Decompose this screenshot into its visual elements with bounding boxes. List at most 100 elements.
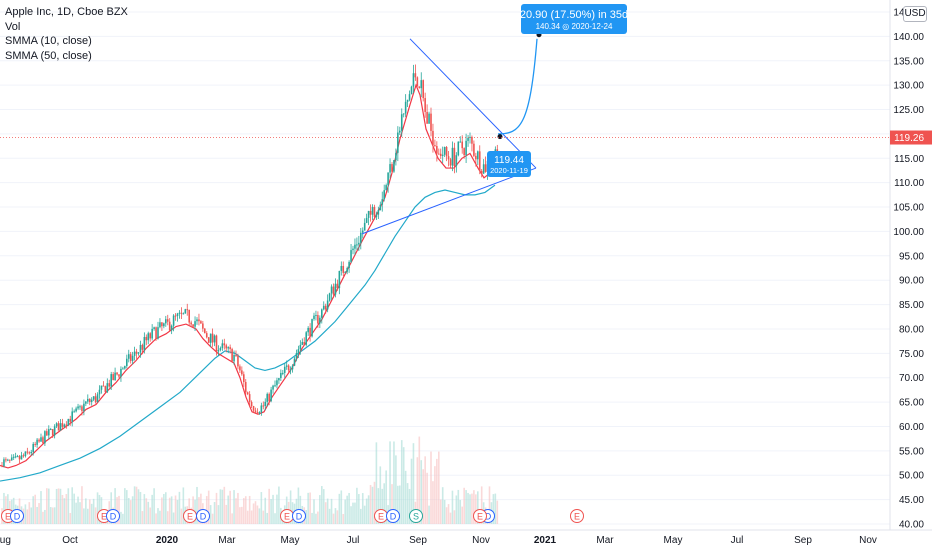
volume-bar xyxy=(400,440,403,524)
volume-bar xyxy=(87,508,89,524)
candle-body xyxy=(219,348,222,350)
candle-body xyxy=(75,408,77,412)
candle-body xyxy=(365,217,368,223)
candle-body xyxy=(400,114,403,131)
candle-body xyxy=(83,403,85,411)
volume-bar xyxy=(439,499,442,524)
volume-bar xyxy=(404,470,407,524)
candle-body xyxy=(379,204,382,211)
volume-bar xyxy=(272,494,274,524)
time-tick-label: Mar xyxy=(218,535,236,546)
candle-body xyxy=(51,429,54,436)
time-tick-label: May xyxy=(281,535,300,546)
smma-10-line xyxy=(0,83,503,469)
volume-bar xyxy=(391,484,393,524)
volume-bar xyxy=(324,502,327,524)
candle-body xyxy=(391,164,393,172)
candle-body xyxy=(410,86,413,95)
volume-bar xyxy=(412,443,415,524)
volume-bar xyxy=(258,508,261,524)
candle-body xyxy=(471,136,473,144)
candle-body xyxy=(473,143,475,156)
volume-bar xyxy=(153,488,155,524)
volume-bar xyxy=(418,436,421,524)
candle-body xyxy=(243,374,245,382)
volume-bar xyxy=(385,470,387,524)
candle-body xyxy=(434,145,436,147)
candle-body xyxy=(112,374,114,381)
volume-bar xyxy=(346,495,348,524)
candle-body xyxy=(12,456,15,458)
candle-body xyxy=(188,309,190,323)
candle-body xyxy=(153,327,155,329)
candle-body xyxy=(484,164,487,172)
candle-body xyxy=(143,336,146,350)
candle-body xyxy=(299,344,302,350)
candle-body xyxy=(436,146,438,154)
candle-body xyxy=(59,423,62,431)
volume-bar xyxy=(397,485,399,524)
candle-body xyxy=(28,452,31,454)
currency-badge[interactable]: USD xyxy=(903,6,927,22)
candle-body xyxy=(311,319,313,337)
candle-body xyxy=(438,153,440,155)
price-tick-label: 110.00 xyxy=(894,178,924,189)
candle-body xyxy=(478,151,481,171)
volume-bar xyxy=(147,501,150,524)
volume-bar xyxy=(85,498,87,524)
volume-bar xyxy=(77,496,79,524)
candle-body xyxy=(260,405,263,413)
candle-body xyxy=(26,451,29,453)
candle-body xyxy=(157,327,159,339)
candle-body xyxy=(227,347,229,349)
price-tick-label: 55.00 xyxy=(899,446,924,457)
event-marker-d xyxy=(292,509,306,523)
volume-bar xyxy=(441,487,444,524)
volume-bar xyxy=(133,486,136,524)
candle-body xyxy=(399,130,401,133)
event-marker-d xyxy=(196,509,210,523)
volume-legend[interactable]: Vol xyxy=(5,20,21,33)
price-tick-label: 135.00 xyxy=(893,56,924,67)
smma-10-legend[interactable]: SMMA (10, close) xyxy=(5,35,92,47)
current-price-label: 119.26 xyxy=(894,133,924,144)
volume-bar xyxy=(135,486,138,524)
volume-bar xyxy=(352,502,354,524)
event-marker-label: D xyxy=(110,512,117,522)
candle-body xyxy=(229,347,231,350)
volume-bar xyxy=(274,513,276,524)
volume-bar xyxy=(26,509,29,524)
candle-body xyxy=(190,322,192,325)
volume-bar xyxy=(436,458,438,524)
candle-body xyxy=(278,378,280,381)
candle-body xyxy=(110,374,112,387)
candle-body xyxy=(18,456,21,460)
candle-body xyxy=(126,358,128,367)
candle-body xyxy=(186,309,189,311)
volume-bar xyxy=(139,491,142,524)
volume-bar xyxy=(196,486,198,524)
candle-body xyxy=(141,344,144,350)
candle-body xyxy=(98,389,101,395)
event-markers: E D E D E D E D E D S DE E xyxy=(1,509,584,523)
candle-body xyxy=(168,321,171,331)
volume-bar xyxy=(457,489,460,524)
candle-body xyxy=(7,459,9,461)
candle-body xyxy=(149,333,151,339)
candle-body xyxy=(204,328,206,334)
projection-curve xyxy=(497,38,538,135)
volume-bar xyxy=(79,502,81,524)
volume-bar xyxy=(124,488,126,524)
candle-body xyxy=(246,392,249,395)
volume-bar xyxy=(90,503,93,524)
smma-50-legend[interactable]: SMMA (50, close) xyxy=(5,49,92,62)
volume-bar xyxy=(42,511,44,524)
candle-body xyxy=(307,327,309,333)
candle-body xyxy=(129,354,132,361)
candle-body xyxy=(102,385,105,387)
candle-body xyxy=(202,323,204,329)
candle-body xyxy=(137,352,140,354)
volume-bar xyxy=(311,512,313,524)
candle-body xyxy=(287,365,290,371)
